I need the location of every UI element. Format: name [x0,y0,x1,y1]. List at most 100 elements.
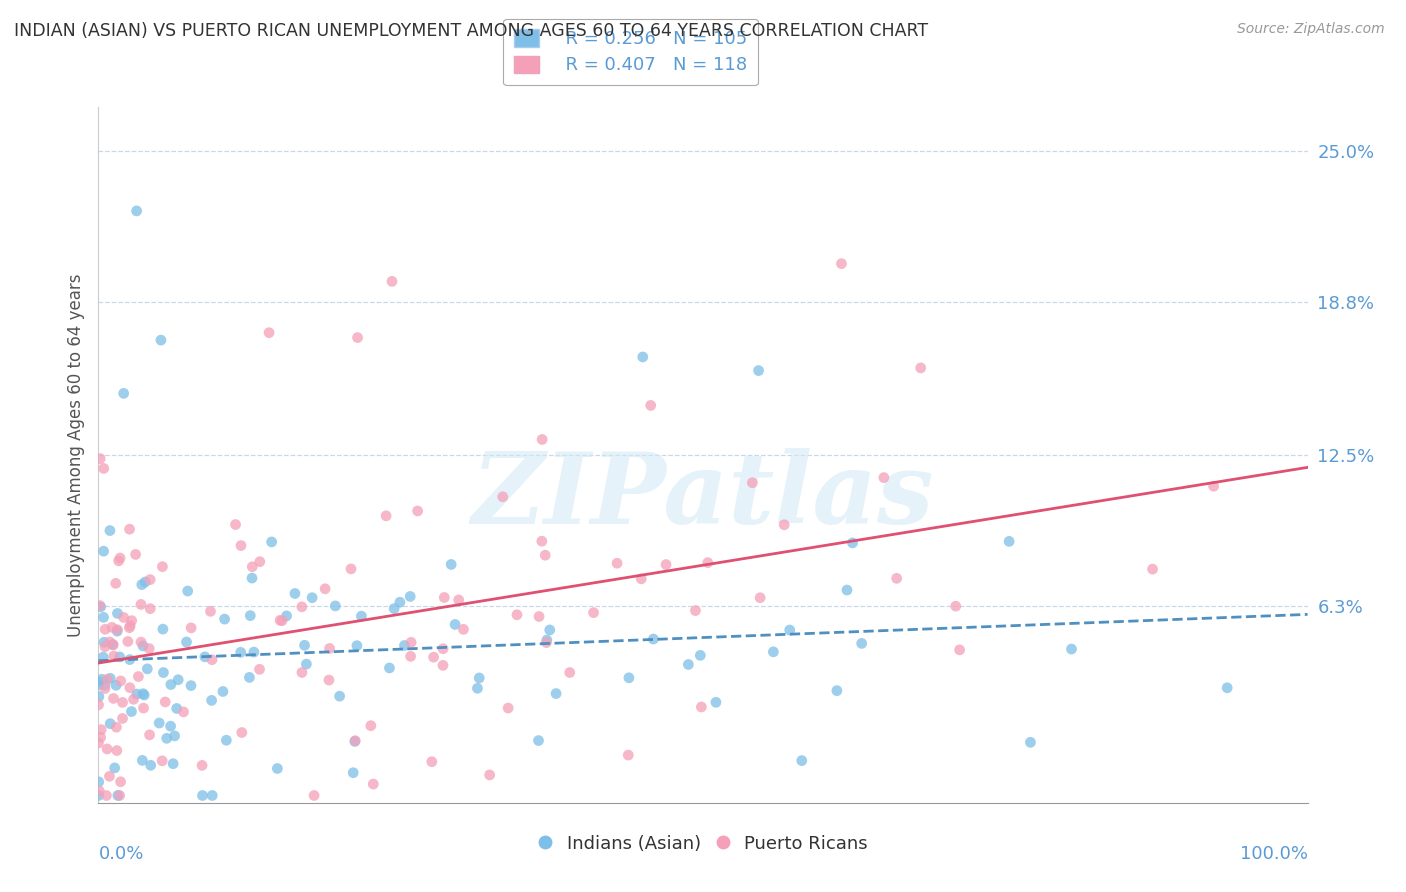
Point [110,774,132,789]
Point [139,758,162,772]
Point [468,671,491,685]
Point [741,475,763,490]
Point [229,539,252,553]
Point [790,754,813,768]
Point [153,695,176,709]
Point [89,599,111,613]
Point [89,784,111,798]
Point [536,633,558,648]
Point [121,614,143,628]
Point [762,645,785,659]
Point [108,551,131,566]
Point [118,522,141,536]
Point [631,350,654,364]
Point [361,777,384,791]
Point [201,653,224,667]
Point [94,640,117,654]
Point [94,678,117,692]
Point [134,688,156,702]
Point [318,641,340,656]
Point [1060,642,1083,657]
Point [617,748,640,763]
Point [160,677,183,691]
Point [527,733,550,747]
Point [98,635,121,649]
Point [162,756,184,771]
Point [87,690,110,704]
Point [111,711,134,725]
Point [101,638,124,652]
Point [478,768,501,782]
Point [1019,735,1042,749]
Point [910,360,932,375]
Point [240,559,263,574]
Point [496,701,519,715]
Point [104,761,127,775]
Point [138,641,160,656]
Point [121,705,143,719]
Point [201,789,224,803]
Point [399,590,422,604]
Point [152,622,174,636]
Point [399,635,422,649]
Point [118,621,141,635]
Point [98,524,121,538]
Point [998,534,1021,549]
Point [156,731,179,746]
Point [87,698,110,712]
Point [617,671,640,685]
Point [129,598,152,612]
Point [176,635,198,649]
Point [249,662,271,676]
Point [94,622,117,636]
Point [773,517,796,532]
Point [346,330,368,344]
Text: 0.0%: 0.0% [98,845,143,863]
Point [444,617,467,632]
Point [87,789,110,803]
Point [125,203,148,218]
Point [655,558,678,572]
Point [360,719,382,733]
Point [779,623,801,637]
Point [105,743,128,757]
Point [606,556,628,570]
Point [180,679,202,693]
Point [125,687,148,701]
Point [104,576,127,591]
Point [87,678,110,692]
Point [93,635,115,649]
Point [531,433,554,447]
Point [150,754,173,768]
Point [93,461,115,475]
Point [191,789,214,803]
Point [90,599,112,614]
Point [201,693,224,707]
Point [582,606,605,620]
Point [433,591,456,605]
Point [111,695,134,709]
Point [329,689,352,703]
Point [107,554,129,568]
Y-axis label: Unemployment Among Ages 60 to 64 years: Unemployment Among Ages 60 to 64 years [66,273,84,637]
Point [118,681,141,695]
Point [107,607,129,621]
Text: INDIAN (ASIAN) VS PUERTO RICAN UNEMPLOYMENT AMONG AGES 60 TO 64 YEARS CORRELATIO: INDIAN (ASIAN) VS PUERTO RICAN UNEMPLOYM… [14,22,928,40]
Point [696,556,718,570]
Point [453,623,475,637]
Point [148,716,170,731]
Point [314,582,336,596]
Point [149,333,172,347]
Point [124,548,146,562]
Point [132,687,155,701]
Point [194,649,217,664]
Text: ZIPatlas: ZIPatlas [472,449,934,545]
Point [534,548,557,562]
Point [238,670,260,684]
Point [394,639,416,653]
Point [399,649,422,664]
Point [103,691,125,706]
Point [105,623,128,637]
Point [249,555,271,569]
Point [163,729,186,743]
